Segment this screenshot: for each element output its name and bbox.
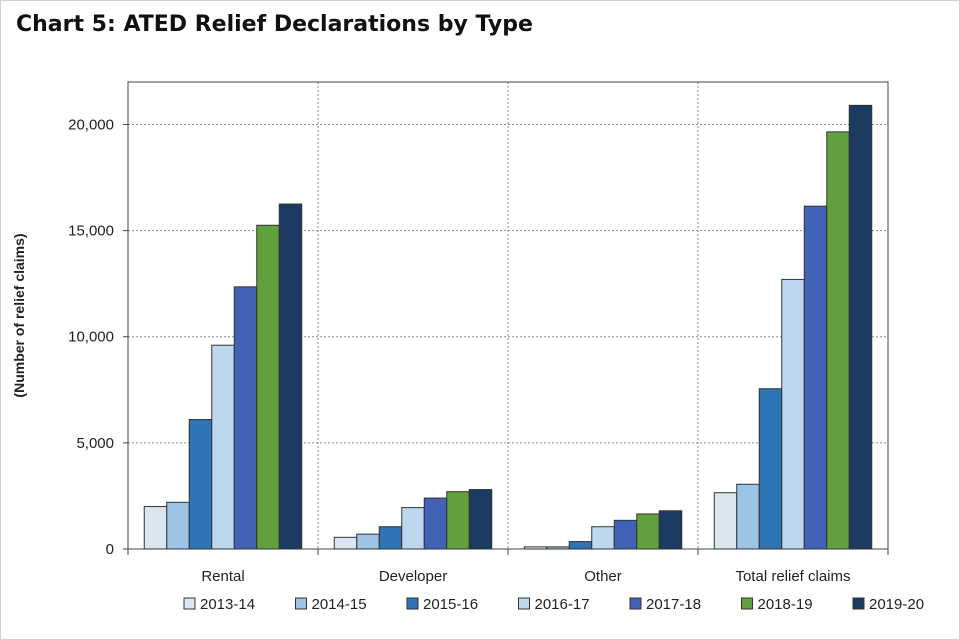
bar bbox=[233, 286, 258, 550]
legend-label: 2019-20 bbox=[869, 596, 924, 613]
legend-label: 2014-15 bbox=[312, 596, 367, 613]
bar bbox=[658, 510, 683, 550]
y-tick-label: 10,000 bbox=[68, 329, 114, 346]
legend-swatch bbox=[741, 597, 753, 610]
bar bbox=[613, 519, 638, 550]
legend-swatch bbox=[852, 597, 865, 610]
bar bbox=[568, 541, 593, 550]
x-category-label: Rental bbox=[201, 568, 244, 585]
y-axis-title: (Number of relief claims) bbox=[11, 233, 27, 397]
y-tick-label: 15,000 bbox=[68, 223, 114, 240]
bar bbox=[546, 546, 570, 550]
bar bbox=[523, 546, 548, 550]
legend-label: 2015-16 bbox=[423, 596, 478, 613]
bar bbox=[446, 491, 470, 550]
bar bbox=[333, 536, 358, 550]
y-tick-label: 0 bbox=[106, 541, 114, 558]
x-category-label: Total relief claims bbox=[735, 568, 850, 585]
legend-swatch bbox=[295, 597, 307, 610]
bar bbox=[256, 224, 280, 550]
bar bbox=[378, 526, 403, 550]
bar bbox=[781, 278, 805, 550]
y-tick-label: 20,000 bbox=[68, 116, 114, 133]
bar bbox=[636, 513, 660, 550]
bar bbox=[143, 506, 168, 550]
legend-label: 2018-19 bbox=[758, 596, 813, 613]
legend-swatch bbox=[183, 597, 196, 610]
bar bbox=[401, 507, 425, 550]
legend-swatch bbox=[406, 597, 419, 610]
bar bbox=[423, 497, 448, 550]
legend-label: 2017-18 bbox=[646, 596, 701, 613]
bar bbox=[803, 205, 828, 550]
bar bbox=[278, 203, 303, 550]
legend-label: 2016-17 bbox=[535, 596, 590, 613]
bar bbox=[826, 131, 850, 550]
bar bbox=[211, 344, 235, 550]
bar bbox=[758, 388, 783, 550]
bar bbox=[468, 489, 493, 550]
legend-label: 2013-14 bbox=[200, 596, 255, 613]
legend-swatch bbox=[518, 597, 530, 610]
bar bbox=[188, 419, 213, 550]
bar bbox=[591, 526, 615, 550]
x-category-label: Developer bbox=[379, 568, 447, 585]
y-tick-label: 5,000 bbox=[76, 435, 114, 452]
chart-title: Chart 5: ATED Relief Declarations by Typ… bbox=[16, 12, 533, 37]
bar bbox=[166, 501, 190, 550]
bar bbox=[713, 492, 738, 550]
bar bbox=[736, 483, 760, 550]
bar bbox=[848, 104, 873, 550]
legend-swatch bbox=[629, 597, 642, 610]
x-category-label: Other bbox=[584, 568, 622, 585]
bar bbox=[356, 533, 380, 550]
